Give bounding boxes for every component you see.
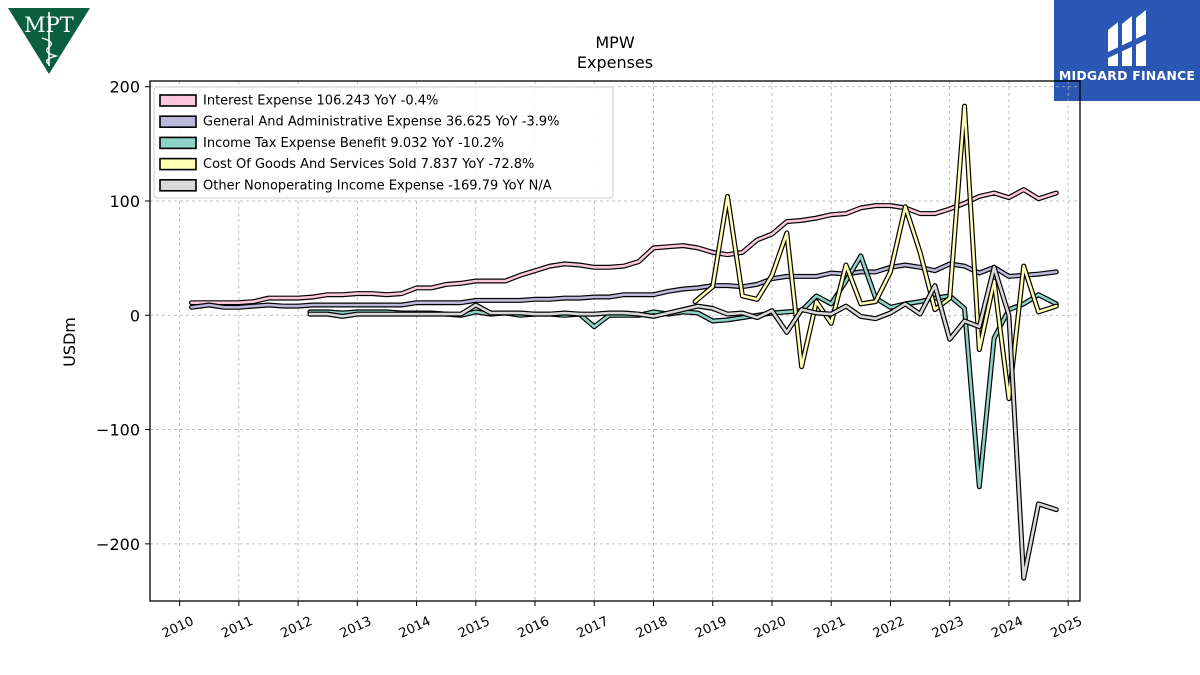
y-tick-label: −200: [96, 535, 140, 554]
series-line-cogs: [693, 104, 1058, 400]
series-line-interest: [190, 188, 1058, 304]
legend-swatch-tax: [159, 136, 197, 150]
legend-entry-ga: General And Administrative Expense 36.62…: [203, 115, 560, 130]
x-tick-label: 2014: [397, 614, 433, 642]
y-tick-label: 100: [109, 192, 140, 211]
legend-entry-tax: Income Tax Expense Benefit 9.032 YoY -10…: [203, 136, 504, 151]
x-tick-label: 2021: [812, 614, 848, 642]
mpt-logo: MPT: [6, 6, 92, 76]
y-tick-label: 200: [109, 78, 140, 97]
legend-entry-other: Other Nonoperating Income Expense -169.7…: [203, 178, 552, 193]
legend-swatch-cogs: [159, 157, 197, 171]
x-tick-label: 2015: [456, 614, 492, 642]
x-tick-label: 2023: [930, 614, 966, 642]
brand-name: MIDGARD FINANCE: [1058, 68, 1196, 83]
series-lines: [189, 103, 1059, 581]
x-tick-label: 2012: [278, 614, 314, 642]
x-tick-label: 2016: [515, 614, 551, 642]
x-tick-label: 2017: [575, 614, 611, 642]
midgard-finance-logo: MIDGARD FINANCE: [1054, 0, 1200, 101]
legend-swatch-interest: [159, 94, 197, 107]
plot-frame: [149, 80, 1081, 602]
legend-swatch-ga: [159, 115, 197, 128]
x-tick-label: 2024: [989, 614, 1025, 642]
legend-swatch-other: [159, 179, 197, 192]
x-tick-label: 2018: [634, 614, 670, 642]
x-tick-label: 2011: [219, 614, 255, 642]
series-line-other: [308, 266, 1058, 580]
midgard-mark-icon: [1108, 10, 1146, 66]
x-tick-label: 2025: [1049, 614, 1085, 642]
legend: Interest Expense 106.243 YoY -0.4% Genera…: [153, 86, 614, 199]
x-tick-label: 2019: [693, 614, 729, 642]
legend-entry-cogs: Cost Of Goods And Services Sold 7.837 Yo…: [203, 157, 534, 172]
legend-box: [153, 86, 614, 199]
x-tick-label: 2022: [871, 614, 907, 642]
x-tick-label: 2020: [752, 614, 788, 642]
y-axis-label: USDm: [60, 317, 79, 367]
y-tick-label: −100: [96, 421, 140, 440]
chart-subtitle: Expenses: [577, 53, 653, 72]
series-line-ga: [190, 262, 1058, 309]
x-tick-label: 2013: [338, 614, 374, 642]
chart-title: MPW: [595, 33, 634, 52]
x-tick-label: 2010: [160, 614, 196, 642]
legend-entry-interest: Interest Expense 106.243 YoY -0.4%: [203, 94, 438, 109]
y-tick-label: 0: [130, 306, 140, 325]
